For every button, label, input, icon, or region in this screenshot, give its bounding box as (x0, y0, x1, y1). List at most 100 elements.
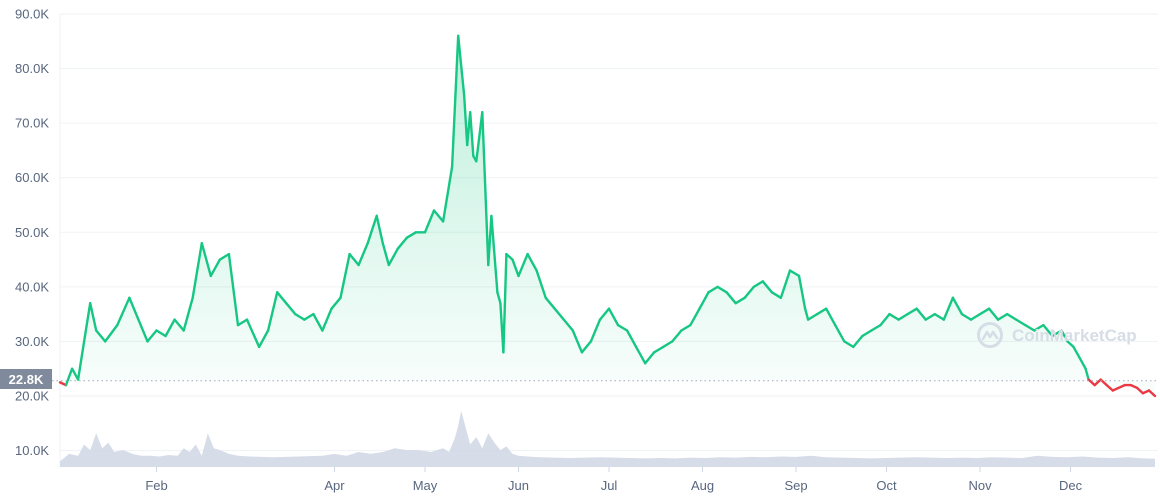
y-tick-label: 10.0K (15, 443, 49, 458)
price-line-segment (960, 312, 973, 321)
price-line-segment (689, 307, 701, 327)
price-line-segment (996, 312, 1009, 321)
y-tick-label: 90.0K (15, 7, 49, 22)
current-price-label-bg (0, 369, 52, 389)
x-tick-label: Sep (784, 478, 807, 493)
y-tick-label: 80.0K (15, 61, 49, 76)
x-tick-label: Feb (145, 478, 167, 493)
price-line-segment (348, 252, 360, 267)
price-line-segment (381, 241, 390, 267)
price-line-segment (82, 302, 92, 343)
x-tick-label: Oct (876, 478, 897, 493)
price-line-segment (662, 340, 674, 349)
y-tick-label: 50.0K (15, 225, 49, 240)
price-line-segment (1033, 323, 1045, 332)
price-line-segment (969, 312, 982, 321)
price-line-segment (978, 307, 991, 316)
price-line-segment (502, 252, 508, 354)
price-line-segment (680, 323, 692, 332)
price-line-segment (716, 285, 728, 294)
price-line-segment (475, 110, 484, 163)
price-line-segment (396, 236, 409, 250)
price-line-segment (1006, 312, 1018, 321)
x-tick-label: Apr (324, 478, 345, 493)
price-line-segment (236, 318, 249, 327)
price-line-segment (490, 214, 499, 294)
price-line-segment (137, 318, 149, 343)
price-line-segment (517, 252, 529, 278)
price-line-segment (294, 312, 306, 321)
price-line-segment (653, 345, 665, 354)
y-tick-label: 40.0K (15, 279, 49, 294)
x-axis-ticks: Feb Apr May Jun Jul Aug Sep Oct Nov Dec (145, 467, 1083, 493)
price-line-segment (870, 323, 882, 332)
price-line-segment (496, 291, 502, 305)
y-tick-label: 60.0K (15, 170, 49, 185)
price-line-segment (200, 241, 213, 278)
price-line-segment (405, 231, 418, 239)
price-line-segment (70, 367, 80, 381)
price-line-segment (88, 302, 98, 332)
y-tick-label: 70.0K (15, 116, 49, 131)
price-line-segment (321, 307, 333, 332)
price-line-segment (366, 214, 378, 245)
price-line-segment (285, 302, 297, 316)
price-line-segment (797, 274, 807, 310)
price-line-segment (598, 307, 611, 321)
price-line-segment (1066, 340, 1075, 349)
price-line-segment (888, 312, 900, 321)
gridlines (59, 13, 1158, 467)
price-line-segment (357, 241, 369, 267)
x-tick-label: Jun (508, 478, 529, 493)
watermark-text: CoinMarketCap (1012, 326, 1137, 345)
coinmarketcap-watermark: CoinMarketCap (977, 322, 1137, 348)
price-line-segment (146, 329, 158, 343)
price-line-segment (834, 323, 846, 343)
y-tick-label: 30.0K (15, 334, 49, 349)
price-line-segment (825, 307, 837, 327)
price-area-fill (60, 35, 1155, 397)
price-line-segment (450, 34, 460, 169)
price-line-segment (1087, 378, 1096, 387)
price-line-segment (843, 340, 855, 349)
price-line-segment (128, 296, 140, 321)
price-line-segment (933, 312, 945, 321)
price-line-segment (257, 329, 270, 349)
price-line-segment (1042, 323, 1054, 338)
price-line-segment (761, 280, 774, 294)
price-line-segment (441, 165, 454, 223)
price-line-segment (743, 285, 755, 299)
price-line-segment (1051, 329, 1063, 338)
price-line-segment (815, 307, 828, 316)
coinmarketcap-logo-icon-mark (981, 330, 999, 341)
price-line-segment (432, 209, 445, 223)
price-line-segment (155, 329, 167, 338)
price-line-segment (915, 307, 927, 321)
price-line-segment (312, 312, 324, 332)
price-line-segment (387, 247, 399, 267)
price-line-segment (266, 291, 279, 332)
price-line-segment (64, 367, 74, 387)
price-line-segment (1093, 378, 1102, 387)
price-line-segment (339, 252, 351, 299)
volume-area (60, 410, 1155, 467)
price-line-segment (173, 318, 185, 332)
price-line-segment (852, 334, 864, 349)
price-line-segment (987, 307, 1000, 321)
price-line-segment (116, 296, 131, 327)
price-line-segment (803, 307, 810, 321)
price-line-segment (1078, 356, 1087, 370)
price-line-segment (423, 209, 436, 234)
price-line-segment (734, 296, 746, 305)
price-line-segment (607, 307, 620, 327)
price-line-segment (375, 214, 384, 245)
price-line-segment (245, 318, 261, 349)
price-line-segment (562, 318, 574, 332)
price-line-segment (1024, 323, 1036, 332)
price-line-segment (164, 318, 176, 338)
price-line-segment (484, 187, 490, 267)
price-line-segment (725, 291, 737, 305)
price-line-segment (511, 258, 520, 278)
current-price-label-text: 22.8K (9, 372, 44, 387)
price-line-segment (1135, 386, 1145, 395)
